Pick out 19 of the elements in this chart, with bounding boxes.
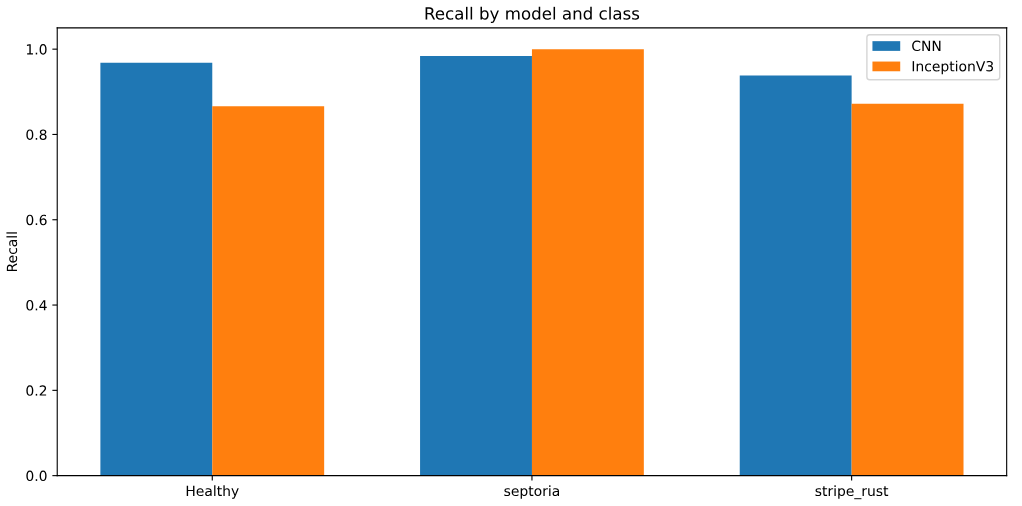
- y-axis-title: Recall: [6, 232, 18, 272]
- y-tick-label: 0.6: [26, 214, 47, 226]
- x-tick-label: stripe_rust: [815, 485, 889, 500]
- bar: [531, 49, 644, 476]
- legend-label: CNN: [912, 40, 941, 52]
- bar: [739, 75, 852, 476]
- y-tick-label: 0.4: [26, 300, 47, 311]
- bar: [212, 106, 325, 476]
- x-tick-label: septoria: [504, 485, 559, 499]
- bar: [851, 103, 964, 476]
- y-tick-label: 0.0: [26, 470, 47, 482]
- bar: [420, 55, 532, 476]
- y-tick-label: 0.8: [26, 129, 47, 140]
- x-tick-label: Healthy: [186, 485, 239, 499]
- bar: [100, 62, 213, 476]
- chart-title: Recall by model and class: [425, 6, 640, 23]
- y-tick-label: 1.0: [26, 44, 47, 55]
- y-tick-label: 0.2: [26, 385, 47, 396]
- legend-label: InceptionV3: [912, 60, 994, 75]
